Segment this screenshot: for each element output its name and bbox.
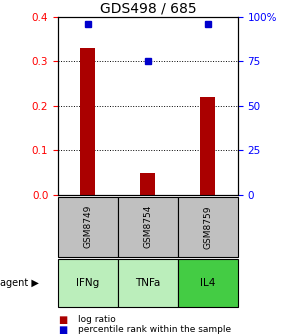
Text: log ratio: log ratio [78, 316, 116, 324]
Text: IFNg: IFNg [76, 278, 99, 288]
Bar [200, 97, 215, 195]
Text: GSM8749: GSM8749 [84, 205, 93, 249]
Bar [140, 173, 155, 195]
Text: percentile rank within the sample: percentile rank within the sample [78, 326, 231, 334]
Text: TNFa: TNFa [135, 278, 161, 288]
Bar [80, 48, 95, 195]
Text: agent ▶: agent ▶ [0, 278, 39, 288]
Text: GSM8759: GSM8759 [203, 205, 212, 249]
Text: GSM8754: GSM8754 [143, 205, 153, 249]
Title: GDS498 / 685: GDS498 / 685 [99, 2, 196, 16]
Text: ■: ■ [58, 315, 67, 325]
Text: ■: ■ [58, 325, 67, 335]
Text: IL4: IL4 [200, 278, 215, 288]
